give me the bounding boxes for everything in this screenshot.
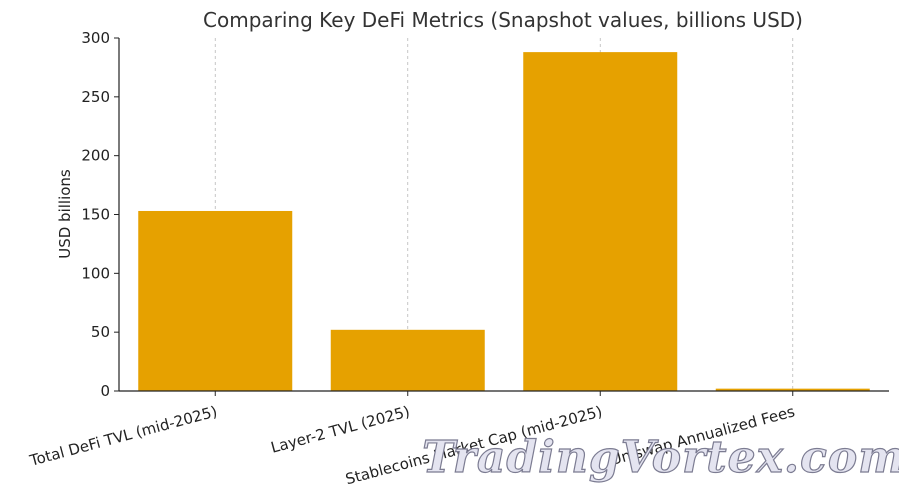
bar (138, 210, 293, 391)
x-tick-label: Total DeFi TVL (mid-2025) (27, 402, 219, 470)
y-tick-label: 300 (81, 29, 110, 47)
y-tick-label: 0 (100, 382, 110, 400)
y-tick-label: 200 (81, 147, 110, 165)
bar (523, 52, 678, 392)
y-tick-label: 150 (81, 206, 110, 224)
y-tick-label: 100 (81, 264, 110, 282)
bar (715, 388, 870, 391)
grid-lines (214, 38, 794, 391)
y-tick-label: 250 (81, 88, 110, 106)
y-axis-ticks: 0 50 100 150 200 250 300 (81, 29, 119, 400)
x-tick-label: Layer-2 TVL (2025) (269, 402, 412, 456)
chart-title: Comparing Key DeFi Metrics (Snapshot val… (203, 8, 803, 32)
watermark-logo: TradingVortex.com (422, 432, 899, 483)
bar (330, 329, 485, 391)
y-tick-label: 50 (91, 323, 110, 341)
y-axis-title: USD billions (56, 169, 74, 259)
bars (138, 52, 870, 392)
